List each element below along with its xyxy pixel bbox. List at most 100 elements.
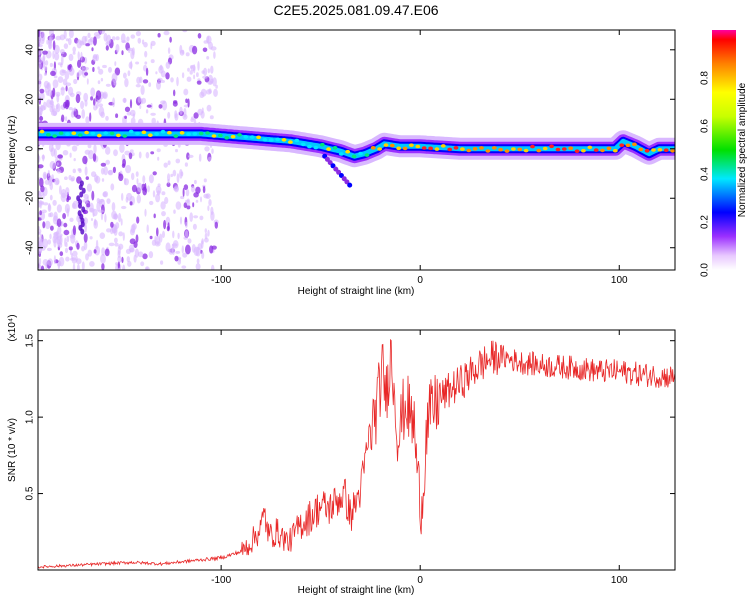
spectrogram-speckle [72, 168, 77, 174]
spectrogram-speckle [129, 201, 133, 206]
spectrogram-speckle [186, 205, 191, 210]
spectrogram-speckle [38, 231, 41, 236]
spectrogram-peak [243, 135, 249, 139]
spectrogram-speckle [215, 84, 218, 89]
spectrogram-speckle [60, 87, 65, 91]
spectrogram-speckle [114, 242, 119, 247]
spectrogram-speckle [64, 247, 69, 254]
spectrogram-peak [663, 148, 669, 152]
spectrogram-speckle [165, 72, 170, 80]
spectrogram-speckle [182, 113, 188, 120]
spectrogram-speckle [173, 89, 176, 97]
spectrogram-panel: -100 0 100 40 20 0 -20 -40 Height of straight … [7, 29, 676, 297]
spectrogram-speckle [161, 191, 166, 196]
spectrogram-speckle [207, 36, 210, 45]
spectrogram-speckle [86, 78, 89, 85]
spectrogram-peak [612, 148, 618, 153]
spectrogram-speckle [64, 203, 70, 214]
spectrogram-speckle [84, 166, 88, 176]
spectrogram-speckle [114, 67, 121, 76]
spectrogram-speckle [57, 62, 63, 66]
spectrogram-speckle [146, 104, 152, 108]
spectrogram-speckle [193, 215, 199, 219]
spectrogram-x-ticks: -100 0 100 [211, 30, 628, 286]
spectrogram-speckle [211, 264, 215, 270]
spectrogram-peak [453, 146, 459, 150]
spectrogram-peak [561, 147, 567, 151]
spectrogram-speckle [144, 50, 148, 58]
spectrogram-speckle [162, 230, 165, 238]
spectrogram-speckle [131, 184, 138, 193]
spectrogram-speckle [58, 256, 65, 267]
spectrogram-speckle [103, 166, 108, 176]
spectrogram-speckle [106, 198, 111, 205]
spectrogram-frame [37, 29, 676, 271]
spectrogram-speckle [85, 116, 90, 124]
spectrogram-speckle [66, 197, 69, 203]
spectrogram-speckle [175, 201, 182, 210]
spectrogram-speckle [124, 115, 127, 120]
spectrogram-speckle [38, 200, 42, 208]
spectrogram-speckle [73, 158, 76, 162]
spectrogram-speckle [148, 174, 154, 184]
spectrogram-speckle [38, 194, 43, 198]
spectrogram-speckle [197, 33, 202, 39]
spectrogram-speckle [170, 173, 174, 178]
spectrogram-speckle [42, 154, 45, 162]
snr-y-label: SNR (10 * v/v) [7, 418, 18, 482]
spectrogram-speckle [135, 84, 141, 88]
x-tick-label: 0 [417, 275, 423, 286]
spectrogram-peak [230, 134, 236, 139]
spectrogram-speckle [62, 150, 69, 156]
spectrogram-speckle [181, 265, 187, 269]
spectrogram-speckle [98, 209, 104, 213]
spectrogram-speckle [157, 156, 160, 161]
spectrogram-peak [332, 146, 338, 150]
spectrogram-speckle [61, 188, 67, 199]
spectrogram-speckle [189, 65, 194, 69]
spectrogram-speckle [89, 261, 95, 267]
spectrogram-peak [224, 136, 230, 140]
spectrogram-speckle [75, 114, 81, 120]
spectrogram-speckle [39, 177, 44, 188]
spectrogram-speckle [73, 107, 77, 112]
snr-y-scale-label: (x10⁴) [7, 314, 18, 341]
spectrogram-speckle [149, 235, 153, 240]
spectrogram-speckle [206, 56, 210, 60]
spectrogram-speckle [152, 171, 157, 176]
spectrogram-speckle [160, 201, 166, 210]
spectrogram-speckle [128, 244, 135, 253]
spectrogram-peak [593, 148, 599, 152]
spectrogram-speckle [203, 67, 208, 76]
spectrogram-speckle [122, 97, 127, 103]
spectrogram-speckle [193, 74, 196, 80]
spectrogram-speckle [66, 99, 70, 108]
spectrogram-speckle [118, 212, 122, 223]
spectrogram-peak [71, 131, 77, 135]
spectrogram-speckle [156, 81, 161, 90]
spectrogram-peak [167, 130, 172, 135]
spectrogram-speckle [53, 255, 57, 265]
spectrogram-speckle [50, 225, 54, 231]
snr-background [38, 330, 675, 570]
spectrogram-speckle [111, 36, 116, 41]
spectrogram-peak [364, 153, 370, 157]
spectrogram-speckle [127, 47, 134, 52]
spectrogram-speckle [42, 259, 49, 266]
spectrogram-speckle [184, 162, 188, 167]
spectrogram-speckle [180, 171, 184, 177]
spectrogram-speckle [174, 255, 179, 262]
colorbar-ticks: 0.0 0.2 0.4 0.6 0.8 [700, 71, 711, 277]
spectrogram-speckle [127, 70, 131, 77]
spectrogram-speckle [130, 34, 136, 39]
spectrogram-speckle [99, 232, 106, 239]
spectrogram-speckle [137, 182, 143, 193]
spectrogram-speckle [99, 30, 106, 35]
spectrogram-peak [58, 131, 64, 135]
spectrogram-speckle [149, 200, 154, 206]
spectrogram-speckle [70, 234, 76, 244]
spectrogram-peak [77, 133, 83, 137]
spectrogram-speckle [148, 82, 152, 87]
spectrogram-peak [275, 137, 281, 142]
spectrogram-speckle [126, 256, 130, 263]
